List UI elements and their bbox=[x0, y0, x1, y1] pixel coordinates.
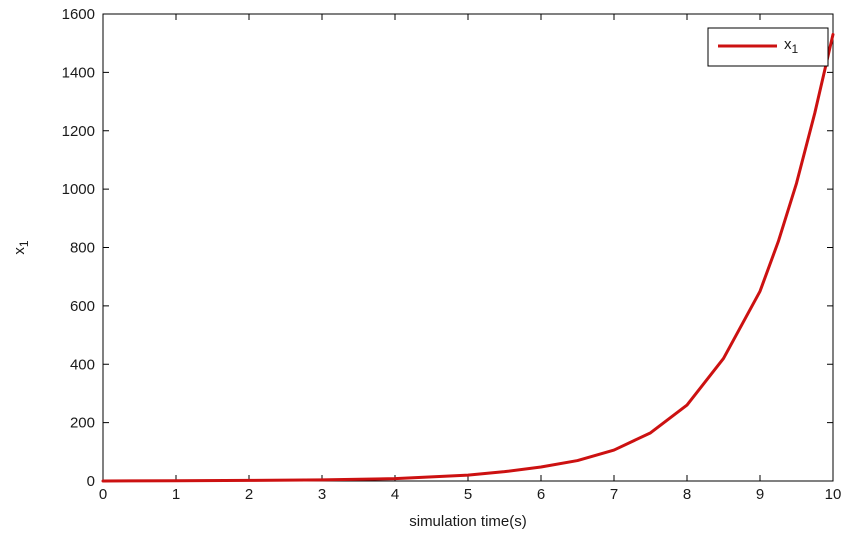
series-line-x1 bbox=[101, 32, 835, 483]
x-tick-label: 3 bbox=[318, 486, 326, 503]
series-layer bbox=[101, 32, 835, 483]
legend-label-subscript: 1 bbox=[792, 42, 799, 56]
legend-label-base: x bbox=[784, 36, 792, 53]
y-tick-label: 200 bbox=[70, 415, 95, 432]
y-axis-label-subscript: 1 bbox=[17, 240, 31, 247]
y-axis-label-base: x bbox=[11, 247, 28, 255]
y-tick-label: 800 bbox=[70, 240, 95, 257]
legend-label-x1: x1 bbox=[784, 36, 799, 56]
plot-area: 0 1 2 3 4 5 6 7 8 9 10 0 200 400 600 800 1000 1200 1400 16… bbox=[62, 6, 842, 503]
x-tick-label: 10 bbox=[825, 486, 842, 503]
y-tick-label: 1200 bbox=[62, 123, 95, 140]
x-tick-label: 0 bbox=[99, 486, 107, 503]
y-tick-label: 0 bbox=[87, 473, 95, 490]
y-axis-ticks: 0 200 400 600 800 1000 1200 1400 1600 bbox=[62, 6, 833, 490]
svg-text:x1: x1 bbox=[11, 240, 31, 255]
y-tick-label: 1400 bbox=[62, 64, 95, 81]
x-tick-label: 6 bbox=[537, 486, 545, 503]
axes-box bbox=[102, 13, 834, 482]
x-tick-label: 9 bbox=[756, 486, 764, 503]
y-axis-label: x1 bbox=[11, 240, 31, 255]
x-axis-label: simulation time(s) bbox=[409, 513, 527, 530]
x-tick-label: 2 bbox=[245, 486, 253, 503]
x-tick-label: 7 bbox=[610, 486, 618, 503]
legend: x1 bbox=[707, 27, 829, 67]
y-tick-label: 600 bbox=[70, 298, 95, 315]
x-tick-label: 1 bbox=[172, 486, 180, 503]
y-tick-label: 1600 bbox=[62, 6, 95, 23]
y-tick-label: 400 bbox=[70, 356, 95, 373]
y-tick-label: 1000 bbox=[62, 181, 95, 198]
x-tick-label: 5 bbox=[464, 486, 472, 503]
x-tick-label: 8 bbox=[683, 486, 691, 503]
x-tick-label: 4 bbox=[391, 486, 399, 503]
